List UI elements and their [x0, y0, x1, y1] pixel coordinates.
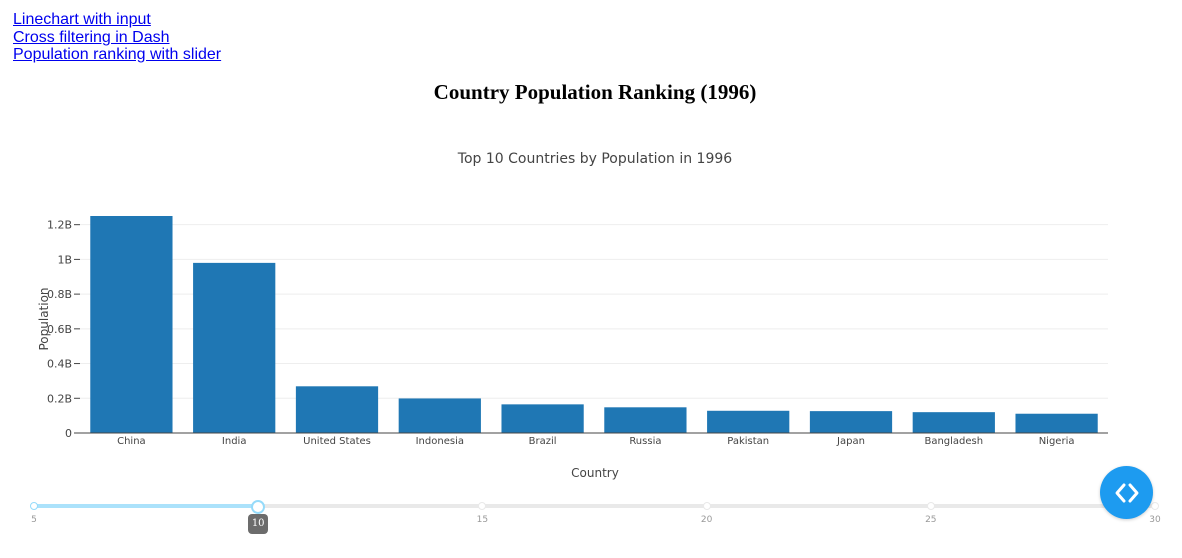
chart-axes: 0 0.2B 0.4B 0.6B 0.8B 1B 1.2B China India United … [47, 219, 1108, 447]
bar-pakistan [707, 410, 790, 433]
y-tick-label: 1B [57, 253, 72, 266]
x-tick-label: Brazil [529, 436, 557, 447]
x-tick-label: Indonesia [416, 436, 464, 447]
bar-united-states [295, 386, 379, 433]
slider-mark-label[interactable]: 30 [1149, 515, 1161, 525]
link-cross-filtering[interactable]: Cross filtering in Dash [13, 28, 170, 46]
x-tick-label: China [117, 436, 146, 447]
y-tick-label: 0.4B [47, 358, 72, 371]
slider-value-tooltip: 10 [248, 514, 269, 534]
y-axis-title: Population [37, 287, 51, 350]
chart-bars [90, 216, 1098, 433]
bar-japan [809, 411, 893, 433]
x-tick-label: Nigeria [1039, 436, 1075, 447]
y-tick-label: 0 [65, 427, 72, 440]
y-tick-label: 0.8B [47, 288, 72, 301]
bar-bangladesh [912, 412, 995, 433]
bar-brazil [501, 404, 584, 433]
page-title: Country Population Ranking (1996) [433, 80, 757, 104]
x-tick-label: Bangladesh [924, 436, 983, 447]
bar-nigeria [1015, 413, 1098, 433]
slider-mark-label[interactable]: 5 [31, 515, 37, 525]
y-tick-label: 1.2B [47, 219, 72, 232]
chart-title: Top 10 Countries by Population in 1996 [457, 151, 732, 167]
y-tick-label: 0.6B [47, 323, 72, 336]
slider-mark-label[interactable]: 20 [700, 515, 713, 525]
bar-indonesia [398, 398, 481, 433]
bar-china [90, 216, 173, 433]
debug-menu-button[interactable] [1100, 466, 1153, 519]
bar-russia [604, 407, 687, 433]
slider-mark-label[interactable]: 25 [925, 515, 937, 525]
x-tick-label: Japan [836, 436, 865, 447]
x-tick-label: India [222, 436, 247, 447]
link-linechart-with-input[interactable]: Linechart with input [13, 11, 151, 28]
slider-rail[interactable] [34, 504, 1155, 508]
x-tick-label: United States [303, 436, 371, 447]
link-population-ranking[interactable]: Population ranking with slider [13, 46, 222, 63]
bar-india [193, 262, 276, 433]
slider-handle[interactable] [251, 500, 266, 514]
x-tick-label: Pakistan [727, 436, 769, 447]
y-tick-label: 0.2B [47, 392, 72, 405]
population-bar-chart: 0 0.2B 0.4B 0.6B 0.8B 1B 1.2B China India United … [37, 151, 1108, 480]
slider-mark-label[interactable]: 15 [476, 515, 489, 525]
code-brackets-icon [1115, 483, 1139, 503]
x-axis-title: Country [571, 466, 619, 480]
x-tick-label: Russia [629, 436, 661, 447]
nav-links: Linechart with input Cross filtering in … [13, 11, 221, 64]
